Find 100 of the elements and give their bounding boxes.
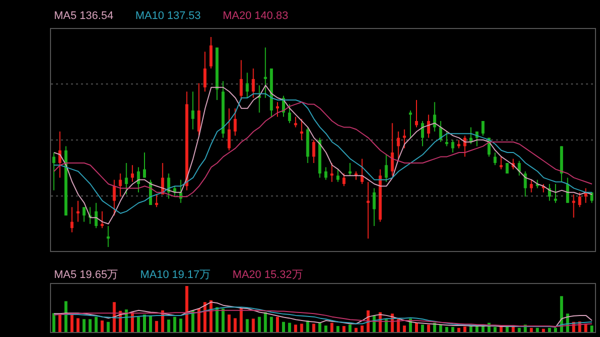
candlestick — [414, 100, 418, 128]
candlestick — [330, 162, 334, 182]
candlestick — [445, 131, 448, 147]
bar — [518, 328, 521, 332]
candlestick — [572, 194, 576, 218]
bar — [512, 326, 515, 332]
candlestick — [70, 206, 74, 233]
candlestick — [554, 184, 558, 204]
candlestick — [433, 102, 436, 132]
candlestick — [240, 60, 243, 100]
bar — [360, 326, 364, 332]
candlestick — [530, 179, 533, 193]
bar — [112, 302, 116, 332]
bar — [500, 326, 503, 332]
bar — [402, 326, 406, 332]
candlestick — [566, 177, 570, 204]
bar — [384, 319, 388, 332]
bar — [554, 328, 558, 332]
candlestick — [209, 37, 212, 69]
bar — [136, 316, 140, 332]
bar — [209, 300, 212, 332]
candlestick — [118, 173, 122, 198]
bar — [300, 324, 304, 332]
bar — [82, 319, 86, 332]
bar — [197, 308, 200, 332]
bar — [240, 308, 243, 332]
bar — [542, 328, 545, 332]
candlestick — [300, 118, 304, 140]
candlestick — [252, 68, 255, 98]
candlestick — [524, 170, 527, 198]
candlestick — [203, 51, 206, 92]
bar — [475, 326, 478, 332]
bar — [228, 314, 231, 332]
bar — [481, 326, 484, 332]
text: MA20 140.83 — [222, 10, 288, 22]
candlestick — [390, 122, 394, 176]
bar — [457, 328, 460, 332]
bar — [52, 313, 56, 332]
candlestick — [191, 91, 194, 130]
text: MA20 15.32万 — [232, 268, 303, 282]
bar — [590, 326, 594, 332]
text: MA5 19.65万 — [54, 268, 118, 282]
bar — [427, 324, 430, 332]
bar — [222, 308, 225, 332]
text: MA10 137.53 — [135, 10, 201, 22]
candlestick — [366, 181, 370, 240]
bar — [330, 322, 334, 332]
candlestick — [94, 202, 98, 229]
candlestick — [130, 164, 134, 182]
candlestick — [451, 139, 454, 153]
bar — [58, 314, 62, 332]
candlestick — [578, 192, 582, 208]
bar — [270, 316, 273, 332]
candlestick — [294, 116, 298, 128]
bar — [264, 312, 267, 332]
bar — [530, 328, 533, 332]
bar — [421, 324, 424, 332]
candlestick — [402, 128, 406, 149]
bar — [336, 326, 340, 332]
candlestick — [342, 173, 346, 187]
bar — [348, 324, 352, 332]
candlestick — [481, 120, 484, 136]
candlestick — [348, 162, 352, 176]
text: MA5 136.54 — [54, 10, 114, 22]
bar — [306, 320, 310, 332]
bar — [354, 328, 358, 332]
bar — [246, 319, 249, 332]
bar — [312, 324, 316, 332]
candlestick — [264, 47, 267, 98]
candlestick — [228, 108, 231, 151]
bar — [155, 320, 158, 332]
bar — [342, 326, 346, 332]
candlestick — [384, 154, 388, 182]
candlestick — [234, 108, 237, 136]
candlestick — [106, 226, 110, 247]
candlestick — [312, 139, 316, 164]
bar — [179, 318, 182, 332]
bar — [463, 326, 466, 332]
bar — [88, 319, 92, 332]
candlestick — [324, 166, 328, 180]
candlestick — [518, 160, 521, 176]
candlestick — [76, 200, 80, 222]
text: MA10 19.17万 — [140, 268, 211, 282]
bar — [469, 326, 472, 332]
bar — [173, 316, 176, 332]
candlestick — [360, 158, 364, 184]
bar — [414, 322, 418, 332]
candlestick — [408, 110, 412, 138]
bar — [294, 324, 298, 332]
candlestick — [82, 206, 86, 222]
candlestick — [494, 152, 497, 166]
bar — [288, 322, 292, 332]
bar — [282, 322, 286, 332]
candlestick — [276, 102, 279, 118]
bar — [324, 326, 328, 332]
candlestick — [100, 210, 104, 229]
candlestick — [421, 120, 424, 147]
candlestick — [427, 114, 430, 138]
bar — [167, 320, 170, 332]
candlestick — [173, 186, 176, 198]
